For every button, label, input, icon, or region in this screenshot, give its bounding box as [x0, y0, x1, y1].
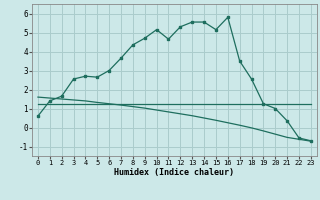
- X-axis label: Humidex (Indice chaleur): Humidex (Indice chaleur): [115, 168, 234, 177]
